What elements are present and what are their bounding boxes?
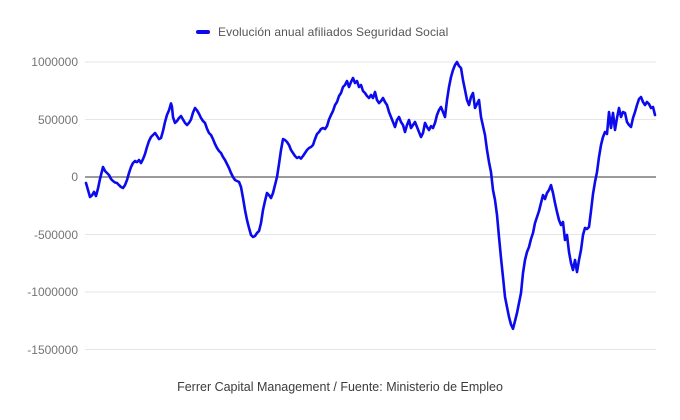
y-axis-tick-label: -1000000 <box>27 285 78 299</box>
chart-caption: Ferrer Capital Management / Fuente: Mini… <box>177 380 503 394</box>
legend-label: Evolución anual afiliados Seguridad Soci… <box>218 25 449 39</box>
series-line <box>84 60 657 331</box>
legend[interactable]: Evolución anual afiliados Seguridad Soci… <box>196 24 448 40</box>
y-axis-tick-label: -500000 <box>33 227 78 242</box>
y-axis-tick-label: 1000000 <box>31 55 78 69</box>
y-axis-tick-label: -1500000 <box>27 342 78 357</box>
y-axis-tick-label: 0 <box>71 170 78 184</box>
legend-line-marker <box>196 30 210 34</box>
y-axis-tick-label: 500000 <box>37 112 78 127</box>
